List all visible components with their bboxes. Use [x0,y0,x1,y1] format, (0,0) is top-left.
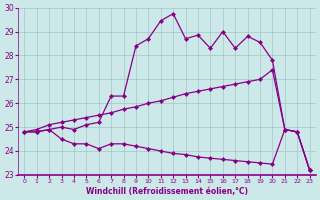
X-axis label: Windchill (Refroidissement éolien,°C): Windchill (Refroidissement éolien,°C) [86,187,248,196]
